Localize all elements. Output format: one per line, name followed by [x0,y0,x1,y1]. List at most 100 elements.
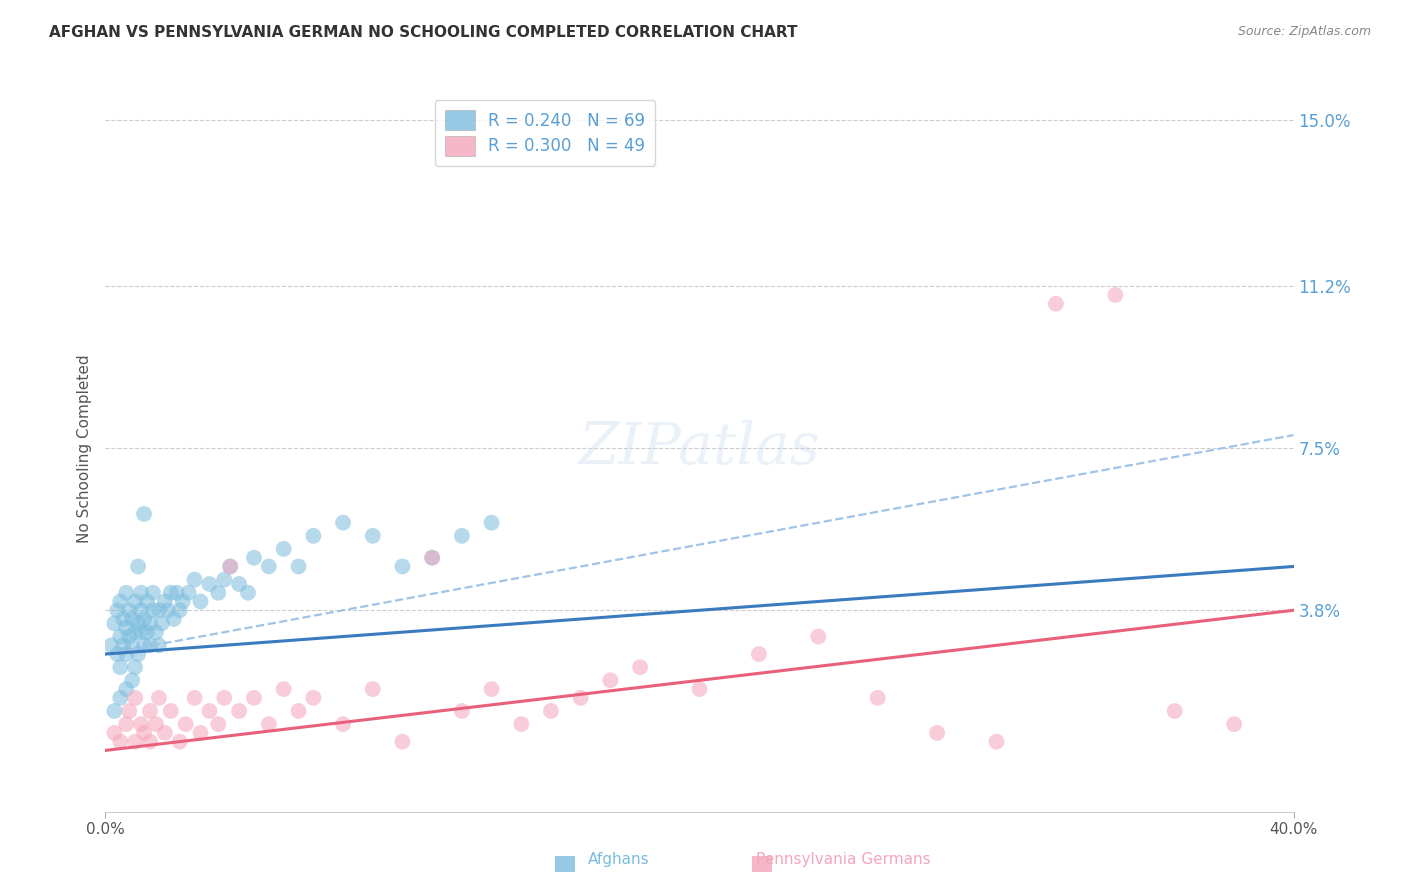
Point [142,603,165,617]
Point [115,717,138,731]
Point [100,638,122,652]
Point [153,726,176,740]
Point [361,682,384,697]
Point [127,647,149,661]
Point [540,704,562,718]
Point [121,673,143,688]
Point [121,612,143,626]
Point [287,704,309,718]
Point [450,529,472,543]
Point [169,603,191,617]
Point [273,541,295,556]
Point [207,717,229,731]
Point [118,603,141,617]
Point [287,559,309,574]
Point [391,734,413,748]
Point [450,704,472,718]
Point [115,621,138,635]
Point [139,616,162,631]
Point [124,625,146,640]
Point [628,660,651,674]
Point [257,717,280,731]
Point [228,704,250,718]
Point [110,660,132,674]
Point [118,630,141,644]
Point [927,726,949,740]
Point [112,638,135,652]
Point [177,586,200,600]
Point [214,573,236,587]
Point [150,616,173,631]
Point [332,717,354,731]
Point [159,586,181,600]
Point [748,647,770,661]
Point [124,734,146,748]
Point [139,734,162,748]
Point [986,734,1008,748]
Point [481,682,503,697]
Point [136,625,159,640]
Point [190,726,212,740]
Point [1223,717,1246,731]
Point [183,690,205,705]
Point [145,717,167,731]
Point [105,647,128,661]
Point [166,586,188,600]
Point [332,516,354,530]
Point [103,616,125,631]
Point [148,638,170,652]
Point [1104,288,1126,302]
Point [569,690,592,705]
Point [153,594,176,608]
Point [124,594,146,608]
Point [243,550,266,565]
Point [118,704,141,718]
Point [136,594,159,608]
Text: Source: ZipAtlas.com: Source: ZipAtlas.com [1237,25,1371,38]
Point [420,550,443,565]
Point [236,586,259,600]
Point [1045,296,1067,310]
Point [866,690,889,705]
Point [148,603,170,617]
Point [112,612,135,626]
Point [142,586,165,600]
Point [198,577,221,591]
Y-axis label: No Schooling Completed: No Schooling Completed [77,354,93,542]
Point [115,586,138,600]
Point [689,682,711,697]
Point [302,529,325,543]
Point [156,603,179,617]
Point [115,682,138,697]
Point [110,690,132,705]
Point [159,704,181,718]
Point [127,559,149,574]
Point [219,559,242,574]
Point [481,516,503,530]
Text: AFGHAN VS PENNSYLVANIA GERMAN NO SCHOOLING COMPLETED CORRELATION CHART: AFGHAN VS PENNSYLVANIA GERMAN NO SCHOOLI… [49,25,797,40]
Point [228,577,250,591]
Point [103,704,125,718]
Point [273,682,295,697]
Point [132,638,155,652]
Point [132,612,155,626]
Point [302,690,325,705]
Point [105,603,128,617]
Point [139,704,162,718]
Point [183,573,205,587]
Point [174,717,197,731]
Point [1164,704,1187,718]
Point [103,726,125,740]
Point [190,594,212,608]
Point [145,625,167,640]
Legend: R = 0.240   N = 69, R = 0.300   N = 49: R = 0.240 N = 69, R = 0.300 N = 49 [434,100,655,166]
Text: Afghans: Afghans [588,852,650,867]
Point [198,704,221,718]
Point [121,638,143,652]
Point [132,507,155,521]
Point [139,638,162,652]
Text: ZIPatlas: ZIPatlas [579,420,820,476]
Point [129,603,152,617]
Point [214,690,236,705]
Point [361,529,384,543]
